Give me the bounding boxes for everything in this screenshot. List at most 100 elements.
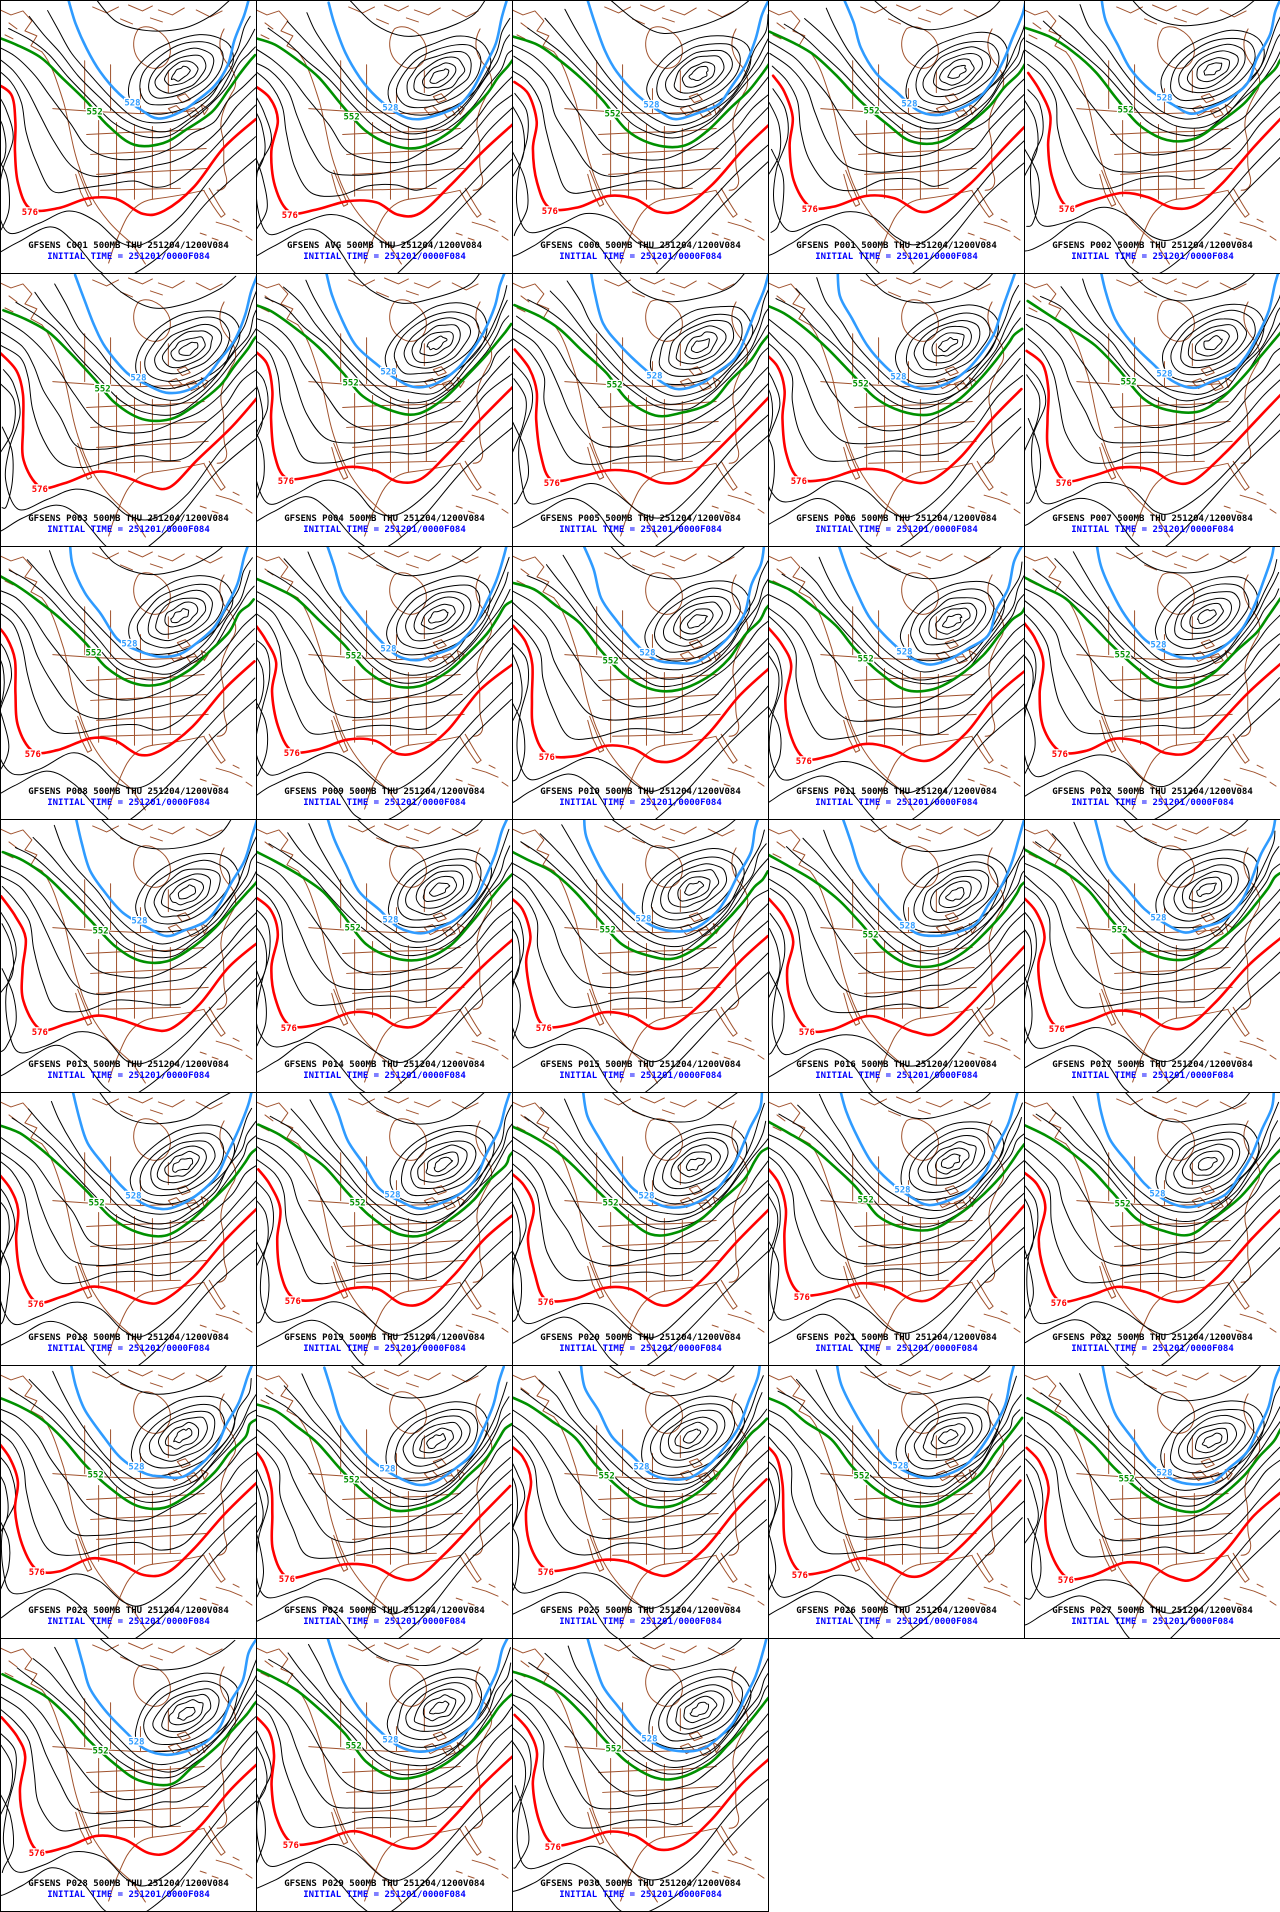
contour-label-576: 576 bbox=[536, 1024, 552, 1034]
height-contours-black bbox=[257, 1366, 512, 1638]
contour-528-line bbox=[1093, 820, 1277, 934]
contour-528-line bbox=[325, 274, 506, 389]
weather-map: 528 552 576 bbox=[257, 547, 512, 819]
height-contours-black bbox=[1, 1639, 256, 1911]
weather-map: 528 552 576 bbox=[257, 1, 512, 273]
contour-label-528: 528 bbox=[892, 1462, 908, 1472]
contour-552-line bbox=[513, 850, 768, 961]
contour-576-line bbox=[769, 1446, 1022, 1579]
contour-528-line bbox=[74, 1639, 256, 1757]
geography-coastlines bbox=[257, 4, 509, 265]
contour-576-line bbox=[513, 897, 768, 1031]
contour-552-line bbox=[257, 304, 512, 416]
contour-label-528: 528 bbox=[382, 104, 398, 114]
contour-label-552: 552 bbox=[344, 113, 360, 123]
contour-528-line bbox=[589, 274, 768, 391]
forecast-panel-P023: 528 552 576 GFSENS P023 500MB THU 251204/12… bbox=[1, 1366, 257, 1639]
geography-coastlines bbox=[1025, 823, 1277, 1084]
contour-label-576: 576 bbox=[278, 477, 294, 487]
contour-label-552: 552 bbox=[863, 931, 879, 941]
geography-coastlines bbox=[513, 1369, 765, 1630]
contour-528-line bbox=[843, 1, 1024, 117]
weather-map: 528 552 576 bbox=[769, 274, 1024, 546]
contour-label-576: 576 bbox=[542, 207, 558, 217]
contour-label-528: 528 bbox=[901, 100, 917, 110]
weather-map: 528 552 576 bbox=[1025, 547, 1280, 819]
forecast-panel-P012: 528 552 576 GFSENS P012 500MB THU 251204/12… bbox=[1025, 547, 1280, 820]
contour-528-line bbox=[1101, 1366, 1280, 1486]
forecast-panel-P010: 528 552 576 GFSENS P010 500MB THU 251204/12… bbox=[513, 547, 769, 820]
contour-528-line bbox=[835, 1366, 1016, 1480]
contour-label-576: 576 bbox=[32, 1028, 48, 1038]
contour-552-line bbox=[257, 577, 512, 689]
height-contours-black bbox=[1025, 274, 1280, 546]
contour-552-line bbox=[513, 581, 768, 693]
contour-576-line bbox=[257, 1168, 512, 1307]
contour-label-528: 528 bbox=[1156, 94, 1172, 104]
contour-label-552: 552 bbox=[93, 927, 109, 937]
forecast-panel-P009: 528 552 576 GFSENS P009 500MB THU 251204/12… bbox=[257, 547, 513, 820]
contour-label-528: 528 bbox=[128, 1738, 144, 1748]
contour-576-line bbox=[1, 895, 256, 1033]
contour-label-576: 576 bbox=[544, 479, 560, 489]
contour-label-552: 552 bbox=[858, 655, 874, 665]
contour-label-528: 528 bbox=[1150, 914, 1166, 924]
contour-528-line bbox=[579, 1366, 762, 1481]
contour-label-552: 552 bbox=[1118, 106, 1134, 116]
weather-map: 528 552 576 bbox=[1, 1093, 256, 1365]
contour-label-576: 576 bbox=[1049, 1025, 1065, 1035]
geography-coastlines bbox=[513, 1642, 765, 1903]
contour-528-line bbox=[1095, 547, 1275, 660]
forecast-panel-P025: 528 552 576 GFSENS P025 500MB THU 251204/12… bbox=[513, 1366, 769, 1639]
contour-552-line bbox=[1, 1396, 256, 1511]
contour-576-line bbox=[1025, 349, 1280, 486]
forecast-panel-P017: 528 552 576 GFSENS P017 500MB THU 251204/12… bbox=[1025, 820, 1280, 1093]
forecast-panel-P029: 528 552 576 GFSENS P029 500MB THU 251204/12… bbox=[257, 1639, 513, 1912]
weather-map: 528 552 576 bbox=[1, 1366, 256, 1638]
weather-map: 528 552 576 bbox=[1025, 820, 1280, 1092]
weather-map: 528 552 576 bbox=[513, 1366, 768, 1638]
contour-label-576: 576 bbox=[538, 1298, 554, 1308]
forecast-panel-P024: 528 552 576 GFSENS P024 500MB THU 251204/12… bbox=[257, 1366, 513, 1639]
contour-528-line bbox=[836, 274, 1017, 391]
contour-576-line bbox=[771, 74, 1024, 214]
contour-552-line bbox=[1026, 299, 1280, 414]
forecast-panel-P013: 528 552 576 GFSENS P013 500MB THU 251204/12… bbox=[1, 820, 257, 1093]
contour-label-576: 576 bbox=[282, 211, 298, 221]
contour-label-528: 528 bbox=[896, 648, 912, 658]
contour-label-528: 528 bbox=[124, 99, 140, 109]
contour-552-line bbox=[1, 575, 256, 687]
contour-576-line bbox=[513, 1446, 768, 1578]
contour-576-line bbox=[257, 896, 512, 1029]
height-contours-black bbox=[513, 1093, 768, 1365]
geography-coastlines bbox=[769, 1096, 1021, 1357]
contour-576-line bbox=[513, 1713, 768, 1852]
weather-map: 528 552 576 bbox=[513, 820, 768, 1092]
height-contours-black bbox=[513, 1366, 768, 1638]
contour-528-line bbox=[1100, 274, 1280, 390]
contour-552-line bbox=[257, 850, 512, 962]
weather-map: 528 552 576 bbox=[1025, 1366, 1280, 1638]
contour-label-528: 528 bbox=[131, 917, 147, 927]
height-contours-black bbox=[769, 274, 1024, 546]
contour-label-552: 552 bbox=[599, 1472, 615, 1482]
contour-label-576: 576 bbox=[29, 1849, 45, 1859]
contour-576-line bbox=[1, 84, 256, 217]
contour-label-528: 528 bbox=[646, 372, 662, 382]
forecast-panel-P005: 528 552 576 GFSENS P005 500MB THU 251204/12… bbox=[513, 274, 769, 547]
height-contours-black bbox=[1025, 1, 1280, 273]
forecast-panel-P002: 528 552 576 GFSENS P002 500MB THU 251204/12… bbox=[1025, 1, 1280, 274]
forecast-panel-AVG: 528 552 576 GFSENS AVG 500MB THU 251204/120… bbox=[257, 1, 513, 274]
weather-map: 528 552 576 bbox=[513, 1639, 768, 1911]
height-contours-black bbox=[513, 1639, 768, 1911]
weather-map: 528 552 576 bbox=[769, 820, 1024, 1092]
contour-576-line bbox=[1, 1443, 256, 1578]
contour-528-line bbox=[1096, 1093, 1276, 1209]
forecast-panel-C001: 528 552 576 GFSENS C001 500MB THU 251204/12… bbox=[1, 1, 257, 274]
contour-528-line bbox=[67, 1, 250, 120]
contour-576-line bbox=[769, 626, 1024, 763]
contour-label-528: 528 bbox=[380, 645, 396, 655]
contour-label-552: 552 bbox=[345, 924, 361, 934]
contour-label-528: 528 bbox=[382, 1736, 398, 1746]
contour-label-528: 528 bbox=[899, 922, 915, 932]
